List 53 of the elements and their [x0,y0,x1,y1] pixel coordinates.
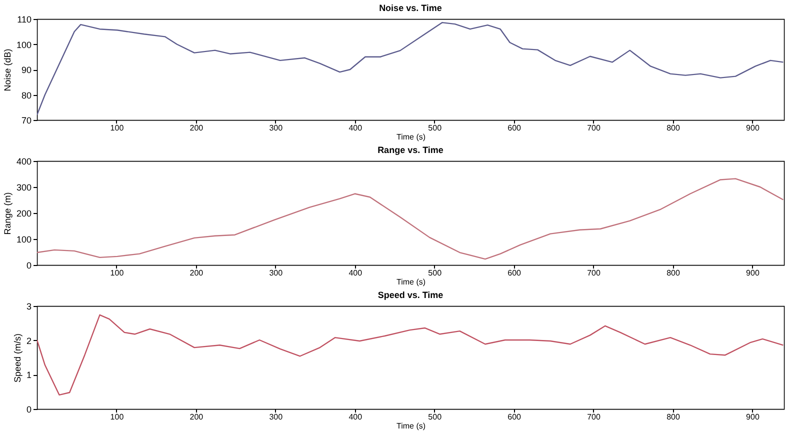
y-tick-label: 100 [16,234,32,244]
y-tick-label: 80 [21,90,32,100]
x-tick-label: 100 [110,268,124,278]
x-tick-label: 200 [190,268,204,278]
y-tick-label: 0 [26,260,32,270]
x-tick-label: 600 [508,124,522,132]
x-axis-title: Time (s) [396,422,426,430]
x-tick-label: 500 [428,268,442,278]
y-tick-label: 3 [26,302,32,312]
x-tick-label: 300 [269,268,284,278]
y-tick-label: 0 [26,404,32,414]
x-tick-label: 900 [746,124,760,132]
y-tick-label: 2 [26,336,32,346]
x-tick-label: 200 [190,412,204,422]
chart-title: Noise vs. Time [379,3,442,13]
x-axis-title: Time (s) [396,132,426,142]
x-tick-label: 700 [587,268,601,278]
y-axis-title: Noise (dB) [2,48,12,92]
x-tick-label: 200 [190,124,204,132]
x-tick-label: 700 [587,124,601,132]
y-axis-title: Range (m) [2,192,12,235]
x-tick-label: 800 [666,412,680,422]
x-tick-label: 900 [746,412,760,422]
x-tick-label: 500 [428,412,442,422]
x-tick-label: 100 [110,124,124,132]
x-tick-label: 900 [746,268,760,278]
line-series [37,22,784,116]
y-tick-label: 70 [21,116,32,126]
x-tick-label: 300 [269,412,284,422]
line-series [37,178,784,260]
y-axis-title: Speed (m/s) [12,333,22,383]
chart-title: Range vs. Time [378,145,444,155]
x-tick-label: 600 [508,268,522,278]
chart-title: Speed vs. Time [378,290,444,300]
y-tick-label: 1 [26,370,32,380]
y-tick-label: 90 [21,65,32,75]
x-tick-label: 300 [269,124,284,132]
x-tick-label: 600 [508,412,522,422]
x-tick-label: 800 [666,268,680,278]
x-tick-label: 400 [348,412,363,422]
x-axis-title: Time (s) [396,278,426,286]
x-tick-label: 800 [666,124,680,132]
y-tick-label: 110 [17,14,32,24]
x-tick-label: 100 [110,412,124,422]
y-tick-label: 200 [16,208,32,218]
y-tick-label: 300 [16,182,32,192]
x-tick-label: 700 [587,412,601,422]
y-tick-label: 100 [16,40,32,50]
y-tick-label: 400 [16,156,32,166]
x-tick-label: 500 [428,124,442,132]
line-series [37,314,784,396]
x-tick-label: 400 [348,124,363,132]
x-tick-label: 400 [348,268,363,278]
